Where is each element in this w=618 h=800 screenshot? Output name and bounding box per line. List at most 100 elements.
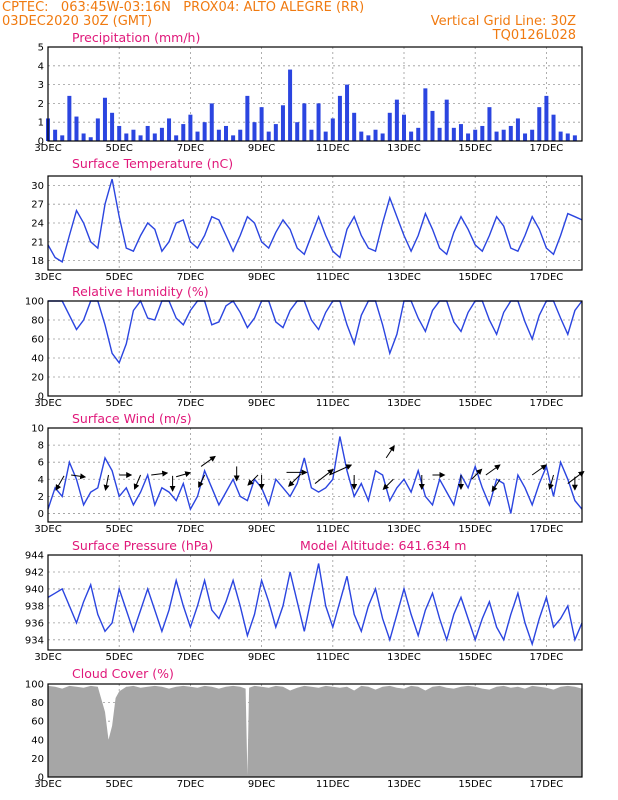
precip-bar bbox=[487, 107, 492, 141]
precip-bar bbox=[352, 112, 357, 141]
x-tick-label: 13DEC bbox=[387, 652, 421, 663]
y-tick-label: 18 bbox=[31, 256, 44, 267]
precip-bar bbox=[67, 95, 72, 141]
y-tick-label: 4 bbox=[38, 475, 44, 486]
precip-bar bbox=[295, 122, 300, 141]
x-tick-label: 9DEC bbox=[248, 398, 275, 409]
y-tick-label: 2 bbox=[38, 99, 44, 110]
precip-bar bbox=[359, 131, 364, 141]
precip-bar bbox=[565, 133, 570, 141]
y-tick-label: 40 bbox=[31, 735, 44, 746]
precip-bar bbox=[402, 114, 406, 141]
panel-title: Surface Wind (m/s) bbox=[72, 411, 192, 426]
y-tick-label: 8 bbox=[38, 441, 44, 452]
model-altitude-label: Model Altitude: 641.634 m bbox=[300, 538, 466, 553]
precip-bar bbox=[110, 112, 115, 141]
x-tick-label: 17DEC bbox=[530, 143, 564, 154]
precip-bar bbox=[523, 133, 528, 141]
precip-bar bbox=[216, 129, 221, 141]
y-tick-label: 100 bbox=[25, 680, 44, 691]
chart-header: CPTEC: 063:45W-03:16N PROX04: ALTO ALEGR… bbox=[0, 0, 618, 46]
precip-bar bbox=[323, 131, 328, 141]
y-tick-label: 40 bbox=[31, 354, 44, 365]
x-tick-label: 7DEC bbox=[177, 398, 204, 409]
precip-bar bbox=[195, 131, 200, 141]
panel-title: Surface Pressure (hPa) bbox=[72, 538, 213, 553]
y-tick-label: 5 bbox=[38, 43, 44, 54]
precip-bar bbox=[95, 118, 100, 141]
panel-frame bbox=[47, 300, 583, 397]
y-tick-label: 944 bbox=[25, 551, 44, 562]
y-tick-label: 1 bbox=[38, 118, 44, 129]
wind-vector-arrow bbox=[548, 474, 555, 490]
y-tick-label: 936 bbox=[25, 618, 44, 629]
x-tick-label: 5DEC bbox=[106, 143, 133, 154]
precip-bar bbox=[430, 110, 435, 141]
precip-bar bbox=[416, 127, 421, 141]
model-code-label: TQ0126L028 bbox=[492, 28, 576, 43]
precip-bar bbox=[409, 131, 414, 141]
y-tick-label: 0 bbox=[38, 392, 44, 403]
precip-bar bbox=[366, 135, 371, 141]
wind-vector-arrow bbox=[491, 478, 501, 493]
x-tick-label: 9DEC bbox=[248, 779, 275, 790]
x-tick-label: 7DEC bbox=[177, 524, 204, 535]
panel-frame bbox=[47, 683, 583, 778]
precip-bar bbox=[515, 118, 520, 141]
panel-frame bbox=[47, 46, 583, 142]
precip-bar bbox=[74, 116, 79, 141]
precip-bar bbox=[423, 88, 428, 141]
x-tick-label: 11DEC bbox=[316, 652, 350, 663]
y-tick-label: 934 bbox=[25, 635, 44, 646]
x-tick-label: 9DEC bbox=[248, 524, 275, 535]
y-tick-label: 942 bbox=[25, 567, 44, 578]
precip-bar bbox=[380, 133, 385, 141]
precip-bar bbox=[480, 125, 485, 141]
x-tick-label: 11DEC bbox=[316, 779, 350, 790]
precip-bar bbox=[117, 125, 122, 141]
x-tick-label: 7DEC bbox=[177, 652, 204, 663]
precip-bar bbox=[551, 114, 556, 141]
precip-bar bbox=[394, 99, 399, 141]
panel-title: Surface Temperature (nC) bbox=[72, 156, 233, 171]
x-tick-label: 13DEC bbox=[387, 524, 421, 535]
y-tick-label: 27 bbox=[31, 200, 44, 211]
wind-vector-arrow bbox=[247, 474, 259, 486]
precip-bar bbox=[81, 133, 86, 141]
precip-bar bbox=[345, 84, 350, 141]
station-info-label: CPTEC: 063:45W-03:16N PROX04: ALTO ALEGR… bbox=[2, 0, 365, 15]
precip-bar bbox=[259, 107, 264, 141]
precip-bar bbox=[138, 135, 143, 141]
precip-bar bbox=[88, 137, 93, 141]
x-tick-label: 11DEC bbox=[316, 524, 350, 535]
precip-bar bbox=[373, 129, 378, 141]
precip-bar bbox=[473, 129, 478, 141]
precip-bar bbox=[466, 133, 471, 141]
x-tick-label: 11DEC bbox=[316, 272, 350, 283]
y-tick-label: 6 bbox=[38, 458, 44, 469]
precip-bar bbox=[202, 122, 207, 141]
x-tick-label: 17DEC bbox=[530, 652, 564, 663]
x-tick-label: 13DEC bbox=[387, 398, 421, 409]
panel-frame bbox=[47, 554, 583, 651]
precip-bar bbox=[224, 125, 228, 141]
series-line bbox=[47, 178, 583, 263]
wind-vector-arrow bbox=[133, 474, 142, 490]
precip-bar bbox=[387, 112, 392, 141]
x-tick-label: 9DEC bbox=[248, 652, 275, 663]
precip-bar bbox=[209, 103, 214, 141]
x-tick-label: 11DEC bbox=[316, 398, 350, 409]
precip-bar bbox=[53, 129, 58, 141]
y-tick-label: 24 bbox=[31, 219, 44, 230]
precip-bar bbox=[167, 118, 172, 141]
wind-vector-arrow bbox=[385, 445, 395, 459]
precip-bar bbox=[245, 95, 250, 141]
wind-vector-arrow bbox=[103, 474, 110, 491]
wind-vector-arrow bbox=[329, 464, 353, 476]
precip-bar bbox=[252, 122, 257, 141]
panel-title: Precipitation (mm/h) bbox=[72, 30, 200, 45]
precip-bar bbox=[188, 114, 193, 141]
x-tick-label: 13DEC bbox=[387, 272, 421, 283]
y-tick-label: 2 bbox=[38, 492, 44, 503]
x-tick-label: 15DEC bbox=[458, 143, 492, 154]
